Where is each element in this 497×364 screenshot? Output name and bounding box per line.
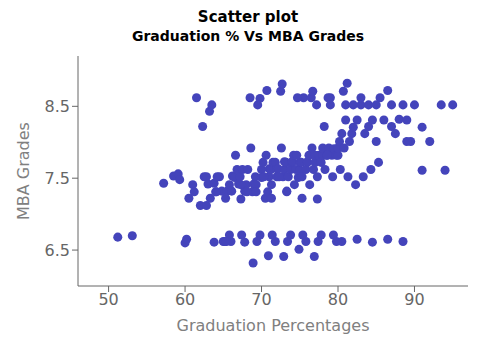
svg-text:90: 90 xyxy=(404,290,424,309)
svg-text:6.5: 6.5 xyxy=(45,241,70,260)
svg-text:50: 50 xyxy=(98,290,118,309)
svg-text:Graduation Percentages: Graduation Percentages xyxy=(177,316,370,335)
svg-text:80: 80 xyxy=(328,290,348,309)
svg-text:7.5: 7.5 xyxy=(45,169,70,188)
svg-text:8.5: 8.5 xyxy=(45,97,70,116)
svg-text:70: 70 xyxy=(251,290,271,309)
svg-text:MBA Grades: MBA Grades xyxy=(14,122,33,220)
html-text:Graduation % Vs MBA Grades: Graduation % Vs MBA Grades xyxy=(131,28,365,44)
svg-text:60: 60 xyxy=(175,290,195,309)
html-text:Scatter plot: Scatter plot xyxy=(197,8,299,26)
